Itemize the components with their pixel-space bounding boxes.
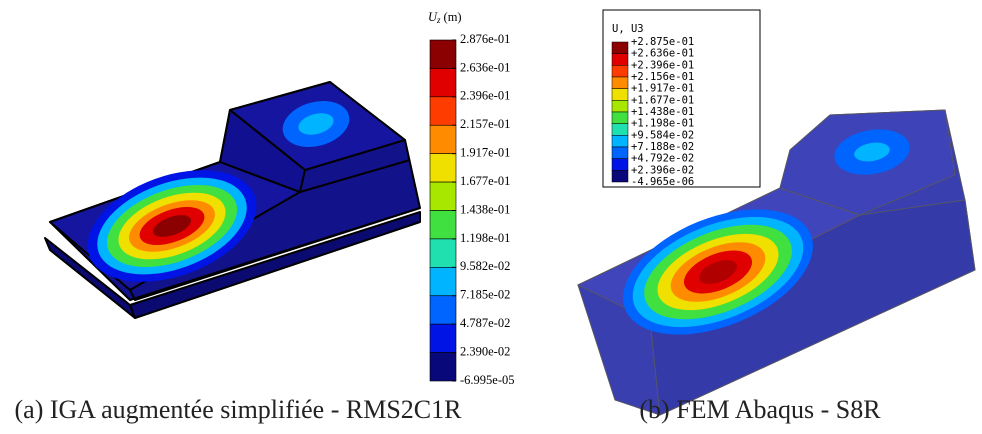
legend-swatch — [611, 41, 629, 54]
legend-swatch — [611, 111, 629, 124]
legend-title: U, U3 — [612, 23, 644, 35]
legend-swatch — [611, 170, 629, 183]
colorbar-label: 2.636e-01 — [460, 60, 510, 74]
legend-label: +1.198e-01 — [631, 118, 694, 130]
colorbar-label: 1.438e-01 — [460, 202, 510, 216]
legend-swatch — [611, 100, 629, 113]
fem-contours-top — [834, 129, 910, 175]
colorbar-label: 2.396e-01 — [460, 89, 510, 103]
legend-swatch — [611, 135, 629, 148]
colorbar-label: 4.787e-02 — [460, 316, 510, 330]
colorbar-label: 2.876e-01 — [460, 32, 510, 46]
legend-swatch — [611, 76, 629, 89]
colorbar-label: -6.995e-05 — [460, 373, 515, 387]
legend-label: +9.584e-02 — [631, 129, 694, 141]
legend-swatch — [611, 123, 629, 136]
colorbar-label: 1.917e-01 — [460, 146, 510, 160]
legend-label: +2.636e-01 — [631, 48, 694, 60]
legend-label: +1.438e-01 — [631, 106, 694, 118]
iga-contours — [87, 170, 257, 282]
colorbar-band — [429, 96, 457, 126]
legend-swatch — [611, 146, 629, 159]
legend-label: +7.188e-02 — [631, 141, 694, 153]
colorbar-band — [429, 153, 457, 183]
legend-symbol: U — [428, 10, 438, 24]
legend-label: +1.917e-01 — [631, 83, 694, 95]
colorbar-label: 1.677e-01 — [460, 174, 510, 188]
legend-label: +4.792e-02 — [631, 153, 694, 165]
colorbar-band — [429, 124, 457, 154]
legend-swatch — [611, 158, 629, 171]
colorbar-label: 1.198e-01 — [460, 231, 510, 245]
colorbar-band — [429, 210, 457, 240]
legend-box — [602, 9, 761, 188]
legend-unit: (m) — [444, 10, 462, 24]
legend-label: +2.875e-01 — [631, 36, 694, 48]
iga-contours-top — [282, 100, 350, 148]
legend-title: Uz (m) — [428, 10, 462, 25]
legend-label: +2.396e-02 — [631, 164, 694, 176]
legend-label: +2.156e-01 — [631, 71, 694, 83]
fem-contours — [623, 209, 813, 335]
colorbar-band — [429, 352, 457, 382]
legend-label: +1.677e-01 — [631, 94, 694, 106]
colorbar-label: 2.390e-02 — [460, 344, 510, 358]
colorbar-band — [429, 323, 457, 353]
colorbar-label: 2.157e-01 — [460, 117, 510, 131]
colorbar-band — [429, 68, 457, 98]
legend-swatch — [611, 65, 629, 78]
colorbar-label: 7.185e-02 — [460, 288, 510, 302]
legend-swatch — [611, 53, 629, 66]
colorbar-band — [429, 267, 457, 297]
colorbar-band — [429, 181, 457, 211]
colorbar-label: 9.582e-02 — [460, 259, 510, 273]
caption: (b) FEM Abaqus - S8R — [639, 395, 881, 424]
colorbar-band — [429, 39, 457, 69]
legend-label: -4.965e-06 — [631, 176, 694, 188]
legend-label: +2.396e-01 — [631, 59, 694, 71]
caption: (a) IGA augmentée simplifiée - RMS2C1R — [15, 395, 463, 424]
legend-swatch — [611, 88, 629, 101]
colorbar-band — [429, 238, 457, 268]
colorbar-band — [429, 295, 457, 325]
legend-subscript: z — [436, 15, 441, 25]
